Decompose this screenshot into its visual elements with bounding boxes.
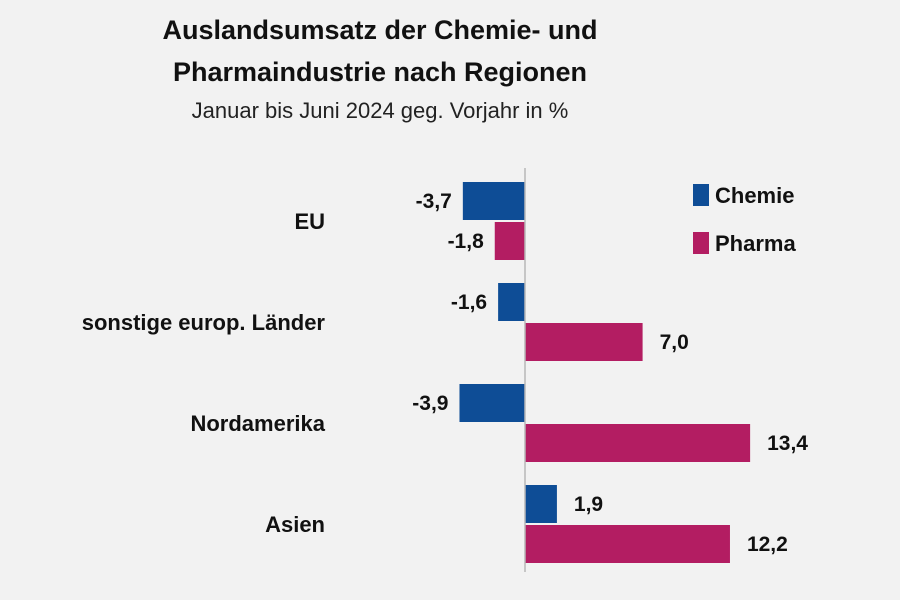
data-label-chemie-sonstige-europ-länder: -1,6 <box>451 291 487 314</box>
legend-label-chemie: Chemie <box>715 183 794 208</box>
bar-chemie-sonstige-europ-länder <box>498 283 525 321</box>
bar-pharma-asien <box>525 525 730 563</box>
chart-title-line-2: Pharmaindustrie nach Regionen <box>172 57 588 87</box>
data-label-pharma-eu: -1,8 <box>448 230 485 253</box>
chart-subtitle: Januar bis Juni 2024 geg. Vorjahr in % <box>191 98 569 123</box>
data-label-chemie-eu: -3,7 <box>416 190 452 213</box>
bar-chemie-asien <box>525 485 557 523</box>
category-label-asien: Asien <box>265 512 325 537</box>
bar-pharma-eu <box>494 222 525 260</box>
legend-swatch-chemie <box>693 184 709 206</box>
data-label-pharma-sonstige-europ-länder: 7,0 <box>660 331 689 354</box>
category-label-sonstige-europ-länder: sonstige europ. Länder <box>82 310 326 335</box>
bar-pharma-sonstige-europ-länder <box>525 323 643 361</box>
chart-title-line-1: Auslandsumsatz der Chemie- und <box>162 15 598 45</box>
legend-label-pharma: Pharma <box>715 231 796 256</box>
bar-chemie-eu <box>462 182 525 220</box>
data-label-pharma-asien: 12,2 <box>747 533 788 556</box>
data-label-chemie-nordamerika: -3,9 <box>412 392 448 415</box>
bar-pharma-nordamerika <box>525 424 751 462</box>
data-label-chemie-asien: 1,9 <box>574 493 603 516</box>
category-label-nordamerika: Nordamerika <box>190 411 325 436</box>
category-label-eu: EU <box>294 209 325 234</box>
legend-swatch-pharma <box>693 232 709 254</box>
data-label-pharma-nordamerika: 13,4 <box>767 432 808 455</box>
bar-chemie-nordamerika <box>459 384 525 422</box>
